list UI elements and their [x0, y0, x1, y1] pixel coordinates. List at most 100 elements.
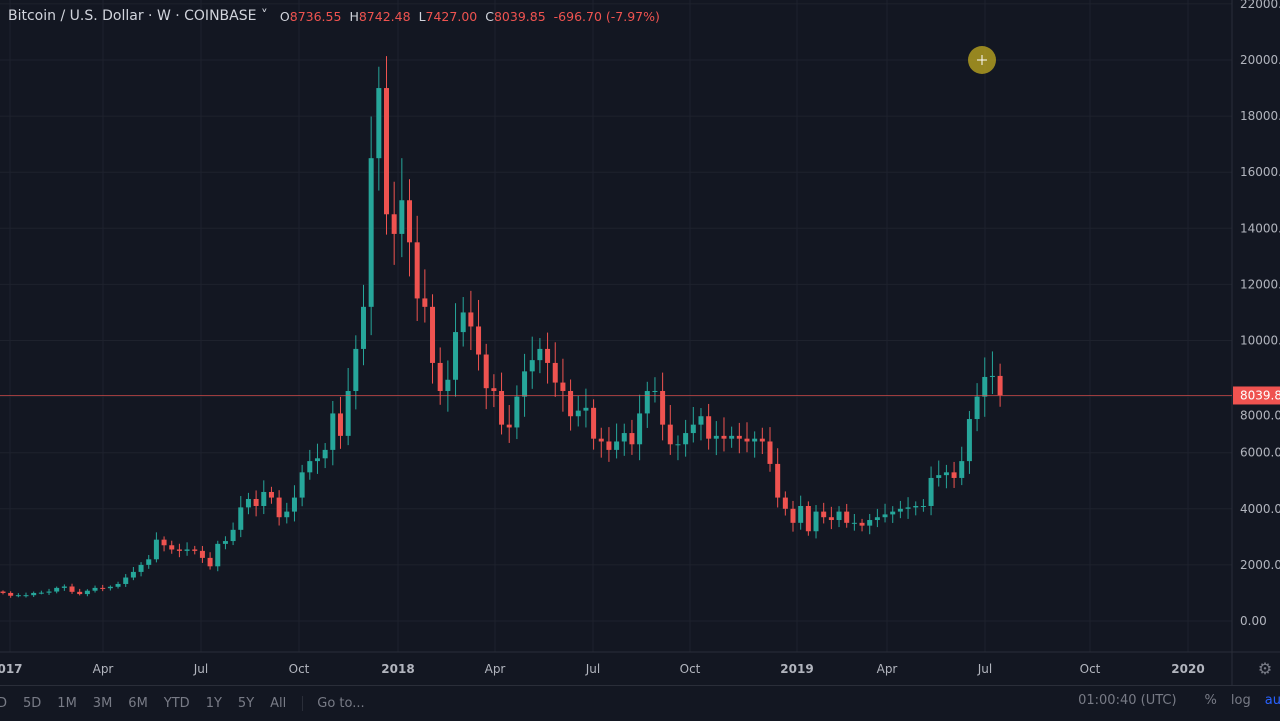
- candle-body: [307, 461, 313, 473]
- candle-body: [276, 497, 282, 518]
- x-tick-label: Oct: [1080, 662, 1101, 676]
- x-tick-label: 2018: [381, 662, 414, 676]
- range-1y[interactable]: 1Y: [205, 696, 222, 711]
- y-tick-label: 0.00: [1240, 614, 1267, 628]
- candle-body: [545, 348, 551, 363]
- candle-body: [376, 88, 382, 159]
- candle-body: [291, 497, 297, 512]
- candle-body: [161, 539, 167, 546]
- candle-body: [399, 200, 405, 234]
- candle-body: [675, 444, 681, 446]
- candle-body: [437, 362, 443, 391]
- candle-body: [713, 435, 719, 439]
- candle-body: [31, 592, 37, 596]
- candle-body: [430, 306, 436, 363]
- range-5d[interactable]: 5D: [23, 696, 42, 711]
- candle-body: [897, 508, 903, 512]
- range-1m[interactable]: 1M: [57, 696, 77, 711]
- percent-toggle[interactable]: %: [1204, 693, 1217, 708]
- x-tick-label: 2020: [1171, 662, 1204, 676]
- x-tick-label: 2019: [780, 662, 813, 676]
- candle-body: [483, 354, 489, 389]
- range-d[interactable]: D: [0, 696, 8, 711]
- candle-body: [782, 497, 788, 509]
- goto-button[interactable]: Go to...: [302, 696, 365, 711]
- candle-body: [828, 517, 834, 521]
- candle-body: [537, 348, 543, 361]
- auto-toggle[interactable]: auto: [1264, 693, 1280, 708]
- candle-body: [407, 200, 413, 243]
- x-tick-label: Jul: [585, 662, 600, 676]
- candle-body: [230, 529, 236, 542]
- candle-body: [821, 511, 827, 518]
- candle-body: [913, 505, 919, 508]
- range-ytd[interactable]: YTD: [163, 696, 190, 711]
- candle-body: [920, 505, 926, 507]
- candle-body: [138, 564, 144, 572]
- range-6m[interactable]: 6M: [128, 696, 148, 711]
- candle-body: [445, 379, 451, 391]
- candle-body: [284, 511, 290, 518]
- candle-body: [522, 371, 528, 397]
- candle-body: [591, 407, 597, 439]
- crosshair-icon: [977, 55, 987, 65]
- settings-gear-icon[interactable]: ⚙: [1258, 659, 1272, 678]
- candle-body: [721, 435, 727, 439]
- candle-body: [844, 511, 850, 523]
- candle-body: [192, 549, 198, 551]
- candle-body: [15, 595, 21, 597]
- candle-body: [644, 390, 650, 414]
- y-tick-label: 2000.00: [1240, 558, 1280, 572]
- candle-body: [529, 360, 535, 372]
- candle-body: [798, 505, 804, 523]
- candle-body: [353, 348, 359, 391]
- candle-body: [8, 592, 14, 596]
- bottom-toolbar: D 5D 1M 3M 6M YTD 1Y 5Y All Go to...: [0, 685, 1280, 721]
- candle-body: [153, 539, 159, 560]
- candle-body: [61, 586, 67, 588]
- candle-body: [422, 298, 428, 307]
- candle-body: [790, 508, 796, 523]
- range-3m[interactable]: 3M: [92, 696, 113, 711]
- candle-body: [813, 511, 819, 532]
- symbol-title[interactable]: Bitcoin / U.S. Dollar · W · COINBASE ˅: [8, 8, 268, 24]
- candle-body: [69, 586, 75, 592]
- candle-body: [667, 424, 673, 445]
- candle-body: [169, 545, 175, 550]
- candle-body: [552, 362, 558, 383]
- candle-body: [974, 396, 980, 420]
- range-5y[interactable]: 5Y: [237, 696, 255, 711]
- candle-body: [261, 491, 267, 506]
- chart-legend: Bitcoin / U.S. Dollar · W · COINBASE ˅ O…: [8, 8, 660, 24]
- y-tick-label: 10000.00: [1240, 334, 1280, 348]
- candle-body: [84, 590, 90, 595]
- candle-body: [706, 416, 712, 439]
- candle-body: [384, 88, 389, 215]
- ohlc-values: O8736.55 H8742.48 L7427.00 C8039.85 -696…: [279, 8, 660, 24]
- candle-body: [989, 375, 995, 377]
- candle-body: [729, 435, 735, 439]
- candle-body: [606, 441, 612, 450]
- price-chart[interactable]: 0.00 2000.00 4000.00 6000.00 8000.00 10000.00…: [0, 0, 1280, 685]
- x-tick-label: Oct: [289, 662, 310, 676]
- candle-body: [652, 390, 658, 392]
- candle-body: [959, 461, 965, 478]
- y-tick-label: 12000.00: [1240, 277, 1280, 291]
- log-toggle[interactable]: log: [1230, 693, 1251, 708]
- candle-body: [268, 491, 274, 498]
- y-tick-label: 18000.00: [1240, 109, 1280, 123]
- candle-body: [77, 591, 83, 595]
- candle-body: [775, 463, 781, 498]
- candle-body: [951, 472, 957, 478]
- candle-body: [759, 438, 765, 442]
- candle-body: [314, 458, 320, 462]
- candle-body: [575, 410, 581, 417]
- candle-body: [337, 413, 343, 436]
- candle-body: [568, 390, 574, 417]
- utc-time: 01:00:40 (UTC): [1078, 693, 1177, 708]
- candle-body: [943, 472, 949, 476]
- range-all[interactable]: All: [270, 696, 287, 711]
- price-axis: [1232, 0, 1280, 685]
- candle-body: [215, 543, 221, 567]
- candle-body: [905, 507, 911, 509]
